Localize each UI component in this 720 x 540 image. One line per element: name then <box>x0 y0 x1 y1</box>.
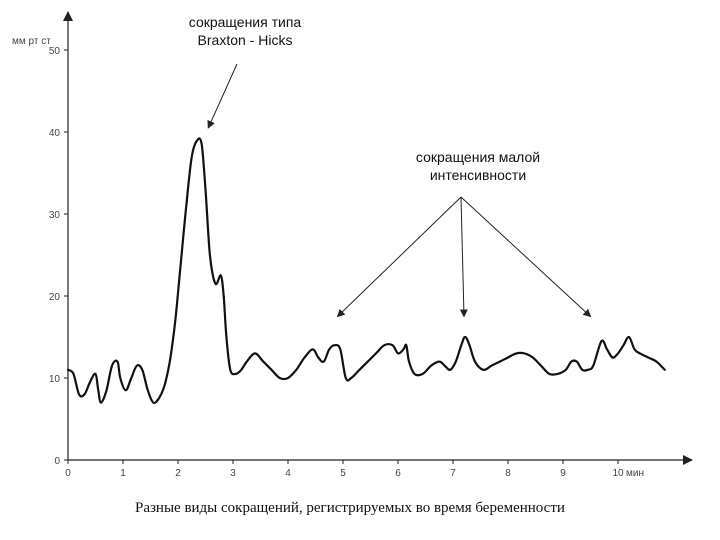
annotation-arrow <box>207 63 238 129</box>
y-tick-label: 50 <box>49 46 61 57</box>
x-tick-label: 5 <box>340 468 346 479</box>
x-tick-label: 4 <box>285 468 291 479</box>
x-unit-label: мин <box>626 468 644 479</box>
annotations: сокращения типа Braxton - Hicks сокращения… <box>189 14 592 318</box>
annotation-label: сокращения типа <box>189 14 302 30</box>
x-tick-label: 6 <box>395 468 401 479</box>
annotation-arrow <box>460 196 592 318</box>
annotation-label: Braxton - Hicks <box>198 32 293 48</box>
y-ticks: 0 10 20 30 40 50 <box>49 46 68 467</box>
y-axis-label: мм рт ст <box>12 36 51 47</box>
x-tick-label: 0 <box>65 468 71 479</box>
annotation-label: сокращения малой <box>416 149 540 165</box>
x-tick-label: 10 <box>612 468 624 479</box>
x-ticks: 0 1 2 3 4 5 6 7 8 9 10 мин <box>65 460 644 479</box>
x-tick-label: 9 <box>560 468 566 479</box>
annotation-arrow <box>459 196 468 318</box>
x-tick-label: 1 <box>120 468 126 479</box>
y-tick-label: 40 <box>49 128 61 139</box>
y-tick-label: 30 <box>49 210 61 221</box>
x-tick-label: 8 <box>505 468 511 479</box>
x-tick-label: 3 <box>230 468 236 479</box>
y-tick-label: 10 <box>49 374 61 385</box>
x-tick-label: 2 <box>175 468 181 479</box>
annotation-label: интенсивности <box>430 167 526 183</box>
y-tick-label: 20 <box>49 292 61 303</box>
x-tick-label: 7 <box>450 468 456 479</box>
pressure-trace <box>66 137 666 405</box>
annotation-arrow <box>336 196 462 318</box>
chart-caption: Разные виды сокращений, регистрируемых в… <box>135 500 565 516</box>
y-tick-label: 0 <box>54 456 60 467</box>
